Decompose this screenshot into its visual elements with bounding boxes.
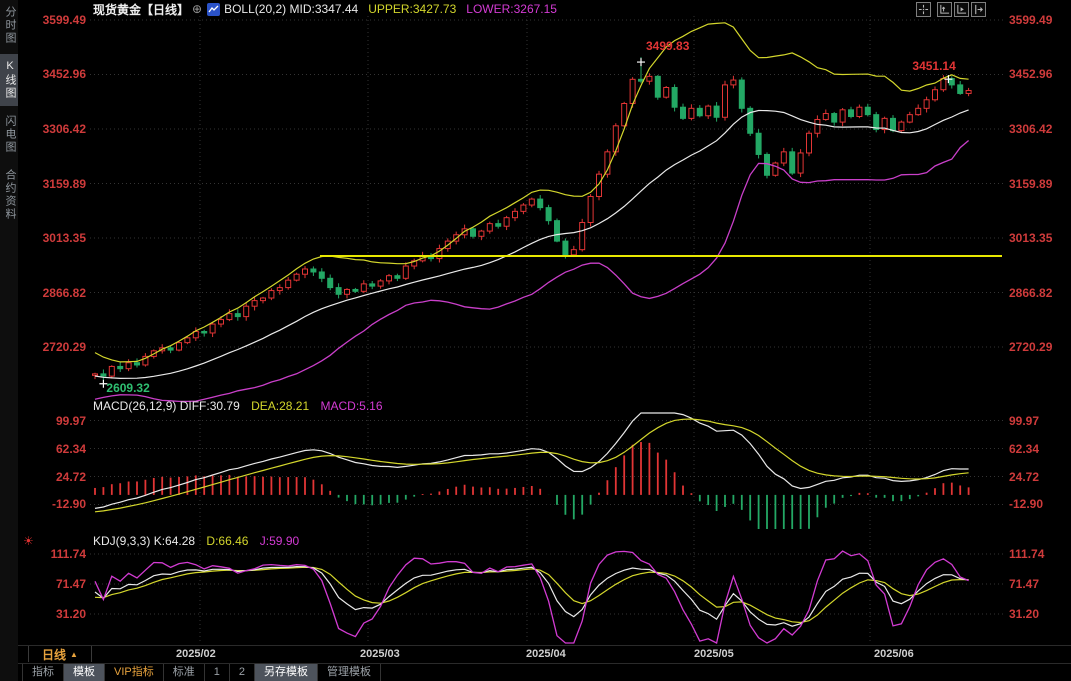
boll-lower-label: LOWER:3267.15 <box>466 2 557 16</box>
macd-macd-label: MACD:5.16 <box>320 399 383 413</box>
footer-tab-save-as-template[interactable]: 另存模板 <box>254 664 318 681</box>
footer-tab-template[interactable]: 模板 <box>64 664 105 681</box>
kdj-j-label: J:59.90 <box>259 534 300 548</box>
footer-tab-indicators[interactable]: 指标 <box>22 664 64 681</box>
footer-tab-standard[interactable]: 标准 <box>164 664 205 681</box>
axis-run-icon[interactable] <box>954 2 969 17</box>
chart-type-sidebar: 分时图 K线图闪电图合约资料 <box>0 0 18 681</box>
macd-dea-label: DEA:28.21 <box>251 399 310 413</box>
sidebar-item-time-share[interactable]: 分时图 <box>4 6 16 45</box>
x-axis-row: 日线 ▲ <box>18 645 1071 663</box>
axis-zoom-icon[interactable] <box>937 2 952 17</box>
sidebar-item-contract-info[interactable]: 合约资料 <box>4 169 16 221</box>
kdj-title: KDJ(9,3,3) K:64.28 <box>93 534 196 548</box>
footer-tab-slot-2[interactable]: 2 <box>230 664 255 681</box>
macd-title: MACD(26,12,9) DIFF:30.79 <box>93 399 240 413</box>
bottom-toolbar: 指标 模板 VIP指标 标准 1 2 另存模板 管理模板 <box>0 663 1071 681</box>
pan-right-icon[interactable] <box>971 2 986 17</box>
starburst-icon[interactable]: ☀ <box>23 534 34 548</box>
macd-header: MACD(26,12,9) DIFF:30.79 DEA:28.21 MACD:… <box>93 399 383 413</box>
add-indicator-icon[interactable]: ⊕ <box>192 2 203 16</box>
sidebar-item-kline[interactable]: K线图 <box>0 54 18 106</box>
kdj-d-label: D:66.46 <box>206 534 249 548</box>
chart-header: 现货黄金【日线】 ⊕ BOLL(20,2) MID:3347.44 UPPER:… <box>93 2 557 17</box>
kdj-header: KDJ(9,3,3) K:64.28 D:66.46 J:59.90 <box>93 534 299 548</box>
symbol-title: 现货黄金【日线】 <box>93 2 190 17</box>
sidebar-item-lightning[interactable]: 闪电图 <box>4 115 16 154</box>
chart-logo-icon <box>207 2 221 16</box>
chevron-up-icon: ▲ <box>70 649 78 659</box>
footer-tab-vip-indicators[interactable]: VIP指标 <box>105 664 164 681</box>
footer-tab-slot-1[interactable]: 1 <box>205 664 230 681</box>
footer-tab-manage-template[interactable]: 管理模板 <box>318 664 381 681</box>
boll-label: BOLL(20,2) MID:3347.44 <box>224 2 359 16</box>
svg-text:3451.14: 3451.14 <box>912 59 956 73</box>
crosshair-icon[interactable] <box>916 2 931 17</box>
svg-text:2609.32: 2609.32 <box>106 381 150 395</box>
period-selector[interactable]: 日线 ▲ <box>28 646 92 662</box>
chart-toolbar-icons <box>916 2 986 17</box>
boll-upper-label: UPPER:3427.73 <box>368 2 457 16</box>
svg-text:3499.83: 3499.83 <box>646 39 690 53</box>
period-label: 日线 <box>42 647 67 662</box>
